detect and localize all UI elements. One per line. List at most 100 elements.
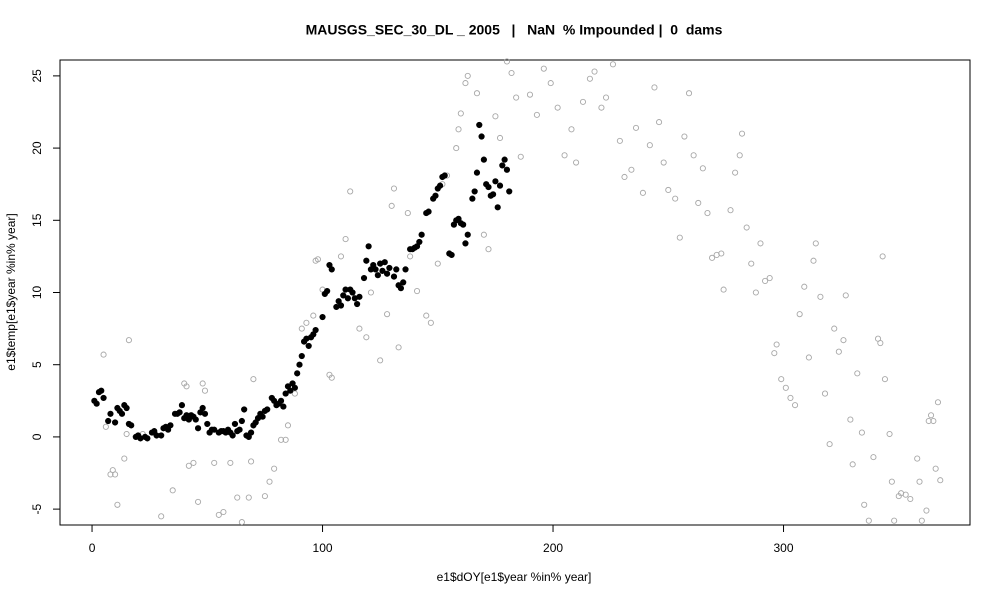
- data-point: [870, 454, 877, 461]
- data-point: [305, 342, 312, 350]
- data-point: [397, 285, 405, 292]
- data-point: [812, 240, 819, 247]
- data-point: [937, 477, 944, 484]
- data-point: [881, 376, 888, 383]
- y-axis-title: e1$temp[e1$year %in% year]: [4, 213, 18, 370]
- data-point: [473, 90, 481, 97]
- data-point: [916, 478, 923, 485]
- data-point: [646, 142, 653, 149]
- data-point: [319, 313, 326, 321]
- data-point: [480, 156, 487, 163]
- data-point: [176, 409, 183, 416]
- data-point: [337, 253, 345, 260]
- data-point: [296, 361, 303, 368]
- y-tick-label: 10: [30, 286, 44, 300]
- data-point: [195, 498, 202, 505]
- data-point: [199, 404, 206, 412]
- data-point: [284, 422, 292, 429]
- data-point: [526, 91, 534, 98]
- data-point: [201, 387, 209, 394]
- y-tick-label: -5: [30, 503, 44, 514]
- data-point: [356, 293, 363, 300]
- data-point: [473, 169, 481, 176]
- data-point: [771, 350, 778, 357]
- data-point: [773, 341, 780, 348]
- x-tick-label: 0: [89, 541, 96, 555]
- data-point: [888, 478, 895, 485]
- data-point: [462, 240, 469, 247]
- data-point: [337, 302, 345, 309]
- data-point: [407, 253, 414, 260]
- data-point: [418, 231, 425, 238]
- data-point: [840, 337, 847, 344]
- data-point: [506, 188, 513, 195]
- y-tick-label: 0: [30, 433, 44, 440]
- data-point: [291, 390, 298, 397]
- data-point: [805, 354, 812, 361]
- data-point: [796, 311, 803, 318]
- data-point: [460, 221, 467, 228]
- data-point: [877, 339, 884, 347]
- data-point: [494, 204, 501, 211]
- data-point: [241, 406, 248, 413]
- data-point: [540, 65, 547, 72]
- data-point: [639, 189, 646, 196]
- data-point: [227, 459, 234, 466]
- data-point: [854, 370, 861, 377]
- data-point: [377, 357, 384, 364]
- data-point: [685, 90, 693, 97]
- data-point: [591, 68, 598, 75]
- data-point: [250, 376, 257, 383]
- data-point: [259, 413, 266, 420]
- data-point: [501, 156, 508, 163]
- data-point: [817, 293, 824, 300]
- data-point: [356, 325, 363, 332]
- data-point: [386, 264, 393, 272]
- data-point: [434, 260, 441, 267]
- data-point: [508, 69, 515, 77]
- data-point: [918, 517, 925, 524]
- data-point: [178, 402, 186, 409]
- data-point: [93, 400, 100, 407]
- data-point: [384, 311, 391, 318]
- data-point: [349, 289, 356, 296]
- data-point: [328, 374, 335, 381]
- data-point: [914, 455, 921, 462]
- data-point: [211, 459, 218, 466]
- data-point: [266, 478, 273, 485]
- data-point: [787, 394, 794, 401]
- data-point: [499, 162, 506, 169]
- data-point: [365, 243, 372, 250]
- y-tick-label: 5: [30, 361, 44, 368]
- data-point: [374, 272, 381, 279]
- data-point: [215, 511, 222, 518]
- data-point: [328, 266, 335, 273]
- data-point: [248, 458, 255, 465]
- data-point: [363, 334, 370, 341]
- data-point: [573, 159, 580, 166]
- data-point: [128, 422, 135, 429]
- data-point: [125, 337, 132, 344]
- data-point: [277, 397, 285, 404]
- data-point: [282, 390, 289, 397]
- data-point: [842, 292, 849, 299]
- data-point: [547, 80, 554, 87]
- data-point: [478, 133, 485, 140]
- data-point: [503, 166, 511, 173]
- data-point: [858, 429, 865, 436]
- data-point: [757, 240, 764, 247]
- data-point: [602, 94, 610, 101]
- data-point: [762, 277, 769, 284]
- data-point: [513, 94, 520, 101]
- data-point: [298, 352, 305, 360]
- data-point: [360, 274, 368, 282]
- data-point: [821, 390, 829, 397]
- data-point: [342, 236, 349, 243]
- data-point: [261, 493, 268, 500]
- data-point: [118, 410, 126, 417]
- data-point: [934, 399, 942, 406]
- data-point: [598, 104, 605, 111]
- data-point: [801, 283, 808, 290]
